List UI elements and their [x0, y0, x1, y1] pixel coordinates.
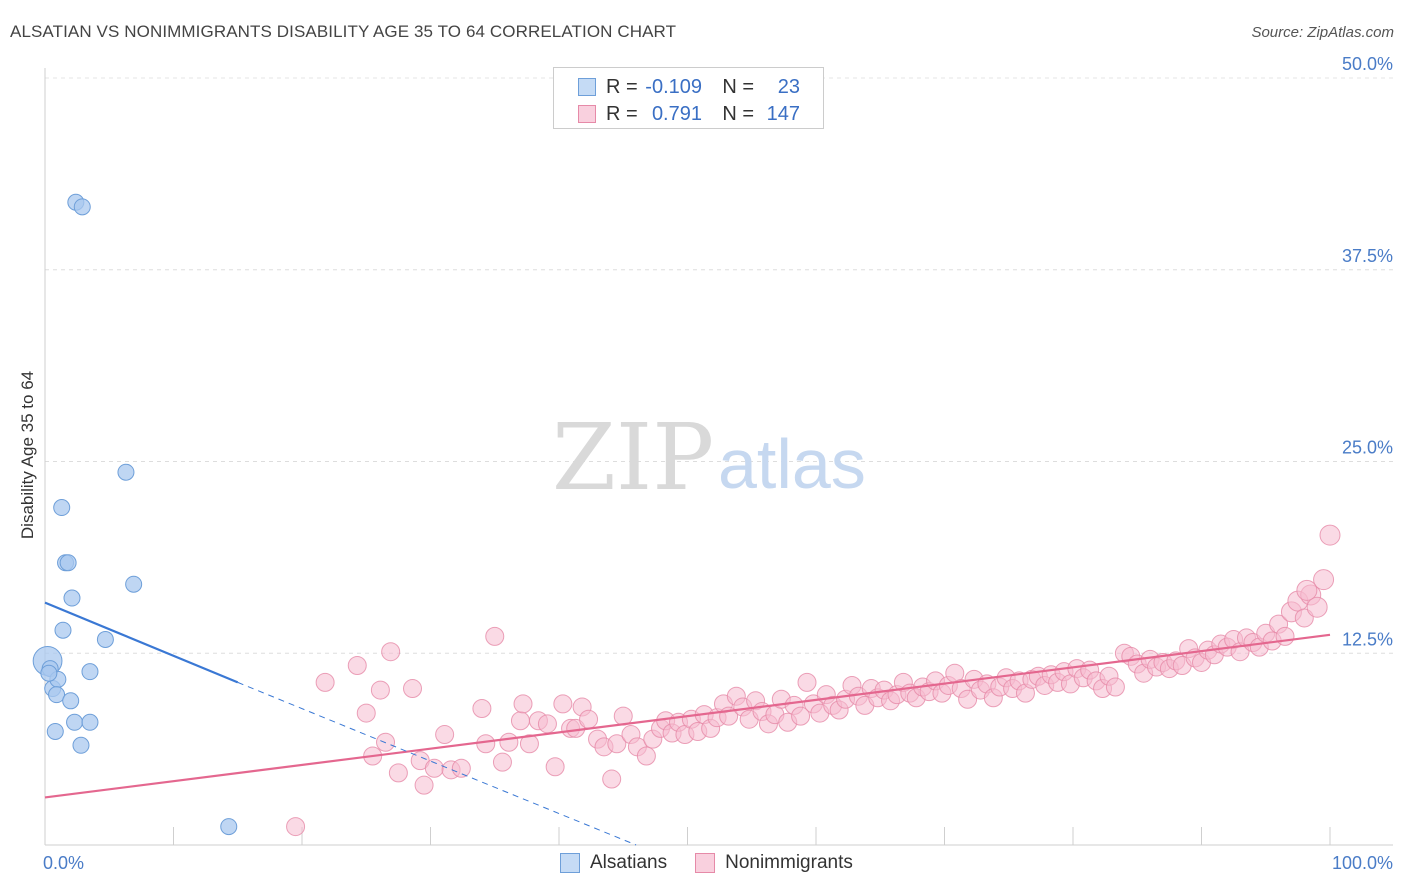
legend-swatch-nonimmigrants: [695, 853, 716, 873]
data-point-nonimmigrants: [958, 689, 978, 709]
trend-lines: [44, 601, 1331, 846]
trend-line-nonimmigrants: [44, 633, 1331, 799]
legend-n-label: N =: [722, 75, 754, 98]
legend-n-value: 147: [766, 102, 800, 125]
source-label: Source: ZipAtlas.com: [1251, 24, 1394, 41]
data-point-nonimmigrants: [424, 758, 444, 778]
data-point-alsatians: [81, 663, 99, 681]
grid-lines: [45, 77, 1393, 654]
alsatians-points: [32, 193, 238, 836]
y-axis-label: Disability Age 35 to 64: [18, 371, 37, 539]
nonimmigrants-points: [286, 524, 1341, 837]
legend-n-label: N =: [722, 102, 754, 125]
legend-row-nonimmigrants: R = 0.791 N = 147: [578, 102, 800, 126]
legend-r-value: -0.109: [645, 75, 702, 98]
data-point-alsatians: [96, 630, 114, 648]
trend-line-alsatians-extension: [237, 681, 637, 846]
legend-r-value: 0.791: [651, 102, 702, 125]
data-point-nonimmigrants: [485, 626, 505, 646]
data-point-nonimmigrants: [537, 714, 557, 734]
legend-r-label: R =: [606, 75, 638, 98]
data-point-alsatians: [62, 692, 80, 710]
legend-item-nonimmigrants[interactable]: Nonimmigrants: [695, 852, 853, 874]
data-point-alsatians: [48, 686, 66, 704]
legend-item-alsatians[interactable]: Alsatians: [560, 852, 667, 874]
series-legend: Alsatians Nonimmigrants: [560, 852, 881, 874]
legend-swatch-alsatians: [560, 853, 580, 873]
data-point-nonimmigrants: [476, 734, 496, 754]
data-point-nonimmigrants: [1313, 569, 1335, 591]
data-point-alsatians: [46, 722, 64, 740]
legend-r-label: R =: [606, 102, 638, 125]
y-tick-label: 25.0%: [1342, 438, 1393, 458]
data-point-nonimmigrants: [381, 642, 401, 662]
legend-label-alsatians: Alsatians: [590, 852, 668, 873]
legend-n-value: 23: [777, 75, 800, 98]
data-point-alsatians: [117, 463, 135, 481]
data-point-nonimmigrants: [356, 703, 376, 723]
data-point-nonimmigrants: [403, 679, 423, 699]
data-point-nonimmigrants: [607, 734, 627, 754]
data-point-alsatians: [125, 575, 143, 593]
data-point-nonimmigrants: [1275, 626, 1295, 646]
data-point-alsatians: [40, 664, 58, 682]
tick-labels: 12.5% 25.0% 37.5% 50.0% 0.0% 100.0%: [43, 54, 1393, 873]
data-point-alsatians: [81, 713, 99, 731]
legend-swatch-alsatians: [578, 78, 596, 96]
data-point-nonimmigrants: [388, 763, 408, 783]
data-point-nonimmigrants: [1319, 524, 1341, 546]
x-tick-label: 0.0%: [43, 853, 84, 873]
y-tick-label: 50.0%: [1342, 54, 1393, 74]
data-point-nonimmigrants: [545, 757, 565, 777]
data-point-nonimmigrants: [579, 709, 599, 729]
data-point-nonimmigrants: [370, 680, 390, 700]
data-point-nonimmigrants: [1306, 596, 1328, 618]
data-point-nonimmigrants: [472, 698, 492, 718]
data-point-nonimmigrants: [1105, 677, 1125, 697]
data-point-alsatians: [72, 736, 90, 754]
data-point-nonimmigrants: [519, 734, 539, 754]
data-point-nonimmigrants: [553, 694, 573, 714]
data-point-nonimmigrants: [636, 746, 656, 766]
x-tick-label: 100.0%: [1332, 853, 1393, 873]
data-point-nonimmigrants: [435, 725, 455, 745]
data-point-nonimmigrants: [791, 706, 811, 726]
chart-title: ALSATIAN VS NONIMMIGRANTS DISABILITY AGE…: [10, 22, 677, 41]
data-point-alsatians: [59, 554, 77, 572]
data-point-alsatians: [220, 818, 238, 836]
watermark-zip: ZIP: [552, 404, 714, 511]
data-point-nonimmigrants: [286, 817, 306, 837]
legend-label-nonimmigrants: Nonimmigrants: [725, 852, 853, 873]
data-point-nonimmigrants: [797, 672, 817, 692]
data-point-alsatians: [73, 198, 91, 216]
trend-line-alsatians: [44, 601, 239, 684]
data-point-alsatians: [66, 713, 84, 731]
y-tick-label: 12.5%: [1342, 629, 1393, 649]
data-point-alsatians: [53, 499, 71, 517]
data-point-nonimmigrants: [513, 694, 533, 714]
data-point-alsatians: [54, 621, 72, 639]
data-point-nonimmigrants: [499, 732, 519, 752]
data-point-nonimmigrants: [347, 656, 367, 676]
data-point-nonimmigrants: [492, 752, 512, 772]
data-point-alsatians: [63, 589, 81, 607]
legend-swatch-nonimmigrants: [578, 105, 596, 123]
watermark-atlas: atlas: [718, 425, 866, 503]
y-tick-label: 37.5%: [1342, 246, 1393, 266]
data-point-nonimmigrants: [602, 769, 622, 789]
data-point-nonimmigrants: [1296, 579, 1318, 601]
correlation-legend: R = -0.109 N = 23 R = 0.791 N = 147: [553, 67, 824, 129]
data-point-nonimmigrants: [510, 711, 530, 731]
legend-row-alsatians: R = -0.109 N = 23: [578, 75, 800, 99]
data-point-nonimmigrants: [414, 775, 434, 795]
data-point-nonimmigrants: [451, 758, 471, 778]
watermark: ZIP atlas: [552, 404, 866, 511]
data-point-nonimmigrants: [315, 672, 335, 692]
